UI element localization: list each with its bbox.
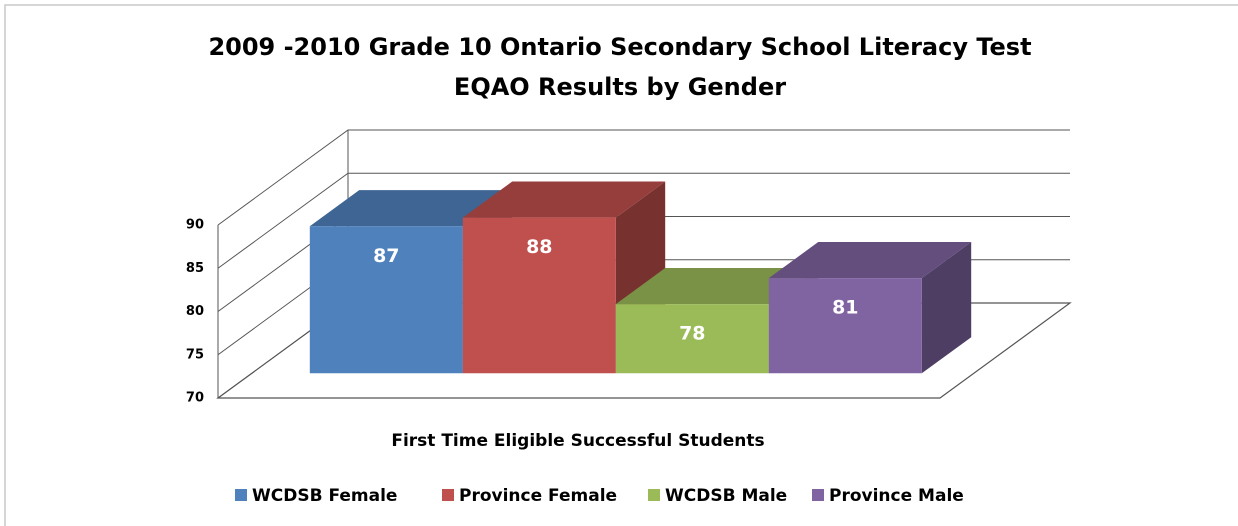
legend-label: WCDSB Female (252, 486, 397, 506)
bar (615, 304, 769, 374)
data-label: 88 (526, 236, 552, 258)
bar (768, 278, 922, 374)
y-tick-label: 90 (186, 218, 204, 233)
bar-top (462, 181, 666, 218)
bar (309, 226, 463, 374)
legend-swatch (442, 489, 454, 501)
legend-label: WCDSB Male (665, 486, 787, 506)
chart-title: 2009 -2010 Grade 10 Ontario Secondary Sc… (208, 33, 1031, 61)
y-tick-label: 85 (186, 261, 204, 276)
bar-top (309, 190, 513, 227)
y-tick-label: 75 (186, 347, 204, 362)
bar-top (615, 268, 819, 305)
x-axis-label: First Time Eligible Successful Students (391, 431, 764, 451)
chart-title: EQAO Results by Gender (454, 73, 786, 101)
data-label: 81 (832, 297, 858, 319)
bar-side (921, 242, 972, 374)
bar-top (768, 242, 972, 279)
bar (462, 217, 616, 374)
legend-label: Province Female (459, 486, 617, 506)
legend-swatch (235, 489, 247, 501)
legend-label: Province Male (829, 486, 964, 506)
y-tick-label: 70 (186, 391, 204, 406)
legend-swatch (812, 489, 824, 501)
y-tick-label: 80 (186, 304, 204, 319)
data-label: 78 (679, 323, 705, 345)
data-label: 87 (373, 245, 399, 267)
legend-swatch (648, 489, 660, 501)
